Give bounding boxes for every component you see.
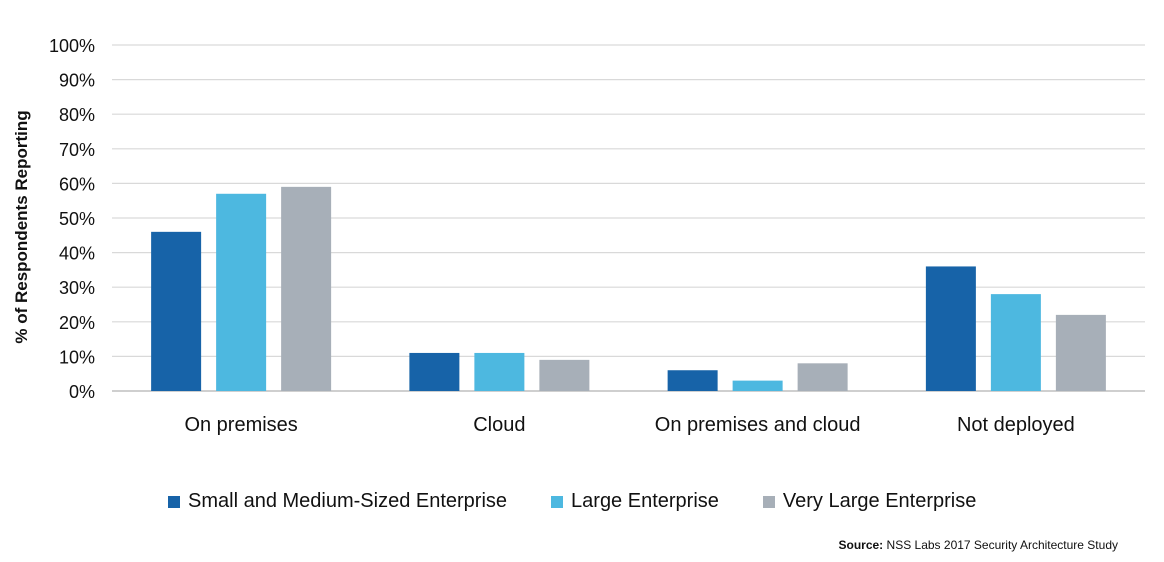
- y-tick-label: 90%: [59, 71, 95, 91]
- x-tick-label: On premises and cloud: [655, 414, 861, 436]
- y-tick-label: 70%: [59, 140, 95, 160]
- legend-swatch: [551, 495, 564, 508]
- source-label: Source:: [838, 538, 884, 552]
- legend-item: Large Enterprise: [551, 490, 719, 513]
- legend-item: Very Large Enterprise: [762, 490, 977, 513]
- y-tick-label: 50%: [59, 209, 95, 229]
- y-tick-label: 40%: [59, 244, 95, 264]
- y-tick-label: 60%: [59, 174, 95, 194]
- bar: [409, 352, 460, 391]
- bar: [667, 370, 718, 391]
- source-note: Source: NSS Labs 2017 Security Architect…: [839, 538, 1119, 552]
- bar: [797, 363, 848, 391]
- y-tick-label: 20%: [59, 313, 95, 333]
- y-tick-label: 30%: [59, 278, 95, 298]
- bar: [281, 186, 332, 391]
- bar: [925, 266, 976, 391]
- y-tick-label: 80%: [59, 105, 95, 125]
- x-tick-label: Cloud: [473, 414, 525, 436]
- y-tick-label: 0%: [69, 382, 95, 402]
- bar: [1055, 314, 1106, 391]
- legend-label: Small and Medium-Sized Enterprise: [188, 490, 508, 512]
- y-axis-ticks: 0% 10% 20% 30% 40% 50% 60% 70% 80% 90% 100%: [49, 36, 95, 402]
- bar: [474, 352, 525, 391]
- bar: [216, 193, 267, 391]
- legend-label: Large Enterprise: [571, 490, 719, 512]
- legend-swatch: [762, 495, 775, 508]
- bars: [151, 186, 1106, 391]
- legend-swatch: [168, 495, 180, 508]
- bar-chart: 0% 10% 20% 30% 40% 50% 60% 70% 80% 90% 100% On pre…: [12, 36, 1145, 436]
- x-tick-label: Not deployed: [957, 414, 1075, 436]
- bar: [732, 380, 783, 391]
- y-tick-label: 10%: [59, 347, 95, 367]
- legend: Small and Medium-Sized Enterprise Large E…: [168, 490, 1020, 513]
- y-axis-label: % of Respondents Reporting: [12, 110, 31, 343]
- bar: [151, 231, 202, 391]
- bar: [990, 294, 1041, 391]
- source-text: NSS Labs 2017 Security Architecture Stud…: [886, 538, 1118, 552]
- x-axis-ticks: On premises Cloud On premises and cloud Not…: [184, 414, 1074, 436]
- x-tick-label: On premises: [184, 414, 297, 436]
- y-tick-label: 100%: [49, 36, 95, 56]
- legend-item: Small and Medium-Sized Enterprise: [168, 490, 507, 513]
- bar: [539, 359, 590, 391]
- grid-lines: [112, 44, 1145, 392]
- legend-label: Very Large Enterprise: [782, 490, 977, 512]
